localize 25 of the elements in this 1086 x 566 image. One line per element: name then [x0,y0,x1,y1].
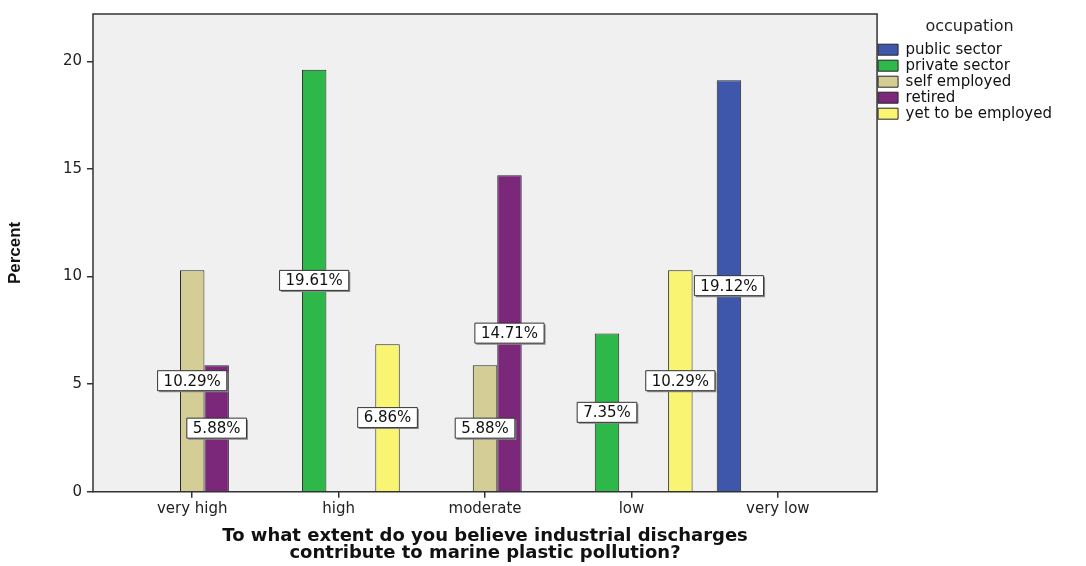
data-label: 6.86% [363,408,412,427]
data-label: 10.29% [651,371,709,390]
x-tick-label: very low [746,498,810,517]
y-axis-title: Percent [4,221,24,285]
y-tick-label: 15 [62,158,82,177]
data-label: 10.29% [163,371,221,390]
y-tick-label: 5 [72,374,82,393]
data-label: 5.88% [192,419,241,438]
data-label: 7.35% [583,403,631,422]
data-label: 19.12% [700,276,758,295]
legend-label: yet to be employed [905,103,1052,122]
data-label: 5.88% [461,419,509,438]
y-tick-label: 10 [62,266,82,285]
legend-label: retired [905,87,956,106]
data-label: 19.61% [285,271,343,290]
x-tick-label: low [618,498,645,517]
x-tick-label: moderate [448,498,522,517]
data-label: 14.71% [480,324,539,343]
legend-label: public sector [905,39,1003,58]
x-axis-title: To what extent do you believe industrial discharges contribute to marine plastic pollution? [222,524,748,563]
x-tick-label: high [322,498,355,517]
legend-title: occupation [925,16,1014,36]
y-tick-label: 20 [62,51,82,70]
x-tick-label: very high [156,498,228,517]
y-tick-label: 0 [72,481,82,500]
